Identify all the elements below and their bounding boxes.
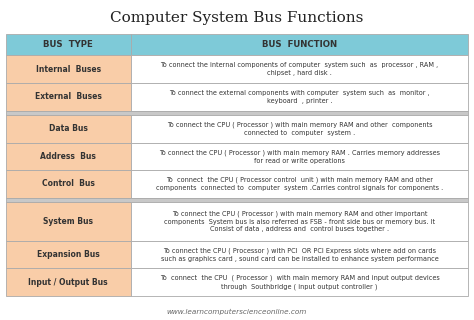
Bar	[6, 241, 131, 268]
Bar	[6, 268, 131, 296]
Bar	[131, 268, 468, 296]
Text: External  Buses: External Buses	[35, 92, 101, 101]
Bar	[131, 241, 468, 268]
Text: To connect the CPU ( Processor ) with main memory RAM and other  components
conn: To connect the CPU ( Processor ) with ma…	[167, 122, 432, 136]
Text: To  connect  the CPU  ( Processor )  with main memory RAM and input output devic: To connect the CPU ( Processor ) with ma…	[160, 275, 439, 290]
Text: BUS  TYPE: BUS TYPE	[43, 40, 93, 49]
Bar	[6, 111, 468, 115]
Text: To  connect  the CPU ( Processor control  unit ) with main memory RAM and other
: To connect the CPU ( Processor control u…	[156, 177, 443, 191]
Bar	[131, 34, 468, 55]
Text: Expansion Bus: Expansion Bus	[37, 250, 100, 259]
Text: Address  Bus: Address Bus	[40, 152, 96, 161]
Text: Data Bus: Data Bus	[49, 124, 88, 133]
Text: BUS  FUNCTION: BUS FUNCTION	[262, 40, 337, 49]
Text: Input / Output Bus: Input / Output Bus	[28, 278, 108, 287]
Bar	[131, 202, 468, 241]
Text: Internal  Buses: Internal Buses	[36, 65, 100, 74]
Bar	[131, 143, 468, 170]
Bar	[6, 34, 131, 55]
Text: Control  Bus: Control Bus	[42, 180, 95, 188]
Bar	[131, 55, 468, 83]
Text: To connect the external components with computer  system such  as  monitor ,
key: To connect the external components with …	[169, 90, 430, 104]
Bar	[6, 198, 468, 202]
Bar	[6, 170, 131, 198]
Bar	[131, 170, 468, 198]
Text: www.learncomputerscienceonline.com: www.learncomputerscienceonline.com	[167, 309, 307, 315]
Bar	[6, 143, 131, 170]
Text: To connect the CPU ( Processor ) with main memory RAM and other important
compon: To connect the CPU ( Processor ) with ma…	[164, 211, 435, 233]
Bar	[6, 115, 131, 143]
Bar	[131, 83, 468, 111]
Text: System Bus: System Bus	[43, 217, 93, 226]
Text: To connect the CPU ( Processor ) with PCI  OR PCI Express slots where add on car: To connect the CPU ( Processor ) with PC…	[161, 247, 438, 262]
Bar	[6, 83, 131, 111]
Text: To connect the internal components of computer  system such  as  processor , RAM: To connect the internal components of co…	[160, 62, 438, 76]
Text: To connect the CPU ( Processor ) with main memory RAM . Carries memory addresses: To connect the CPU ( Processor ) with ma…	[159, 149, 440, 164]
Bar	[6, 202, 131, 241]
Text: Computer System Bus Functions: Computer System Bus Functions	[110, 11, 364, 25]
Bar	[131, 115, 468, 143]
Bar	[6, 55, 131, 83]
